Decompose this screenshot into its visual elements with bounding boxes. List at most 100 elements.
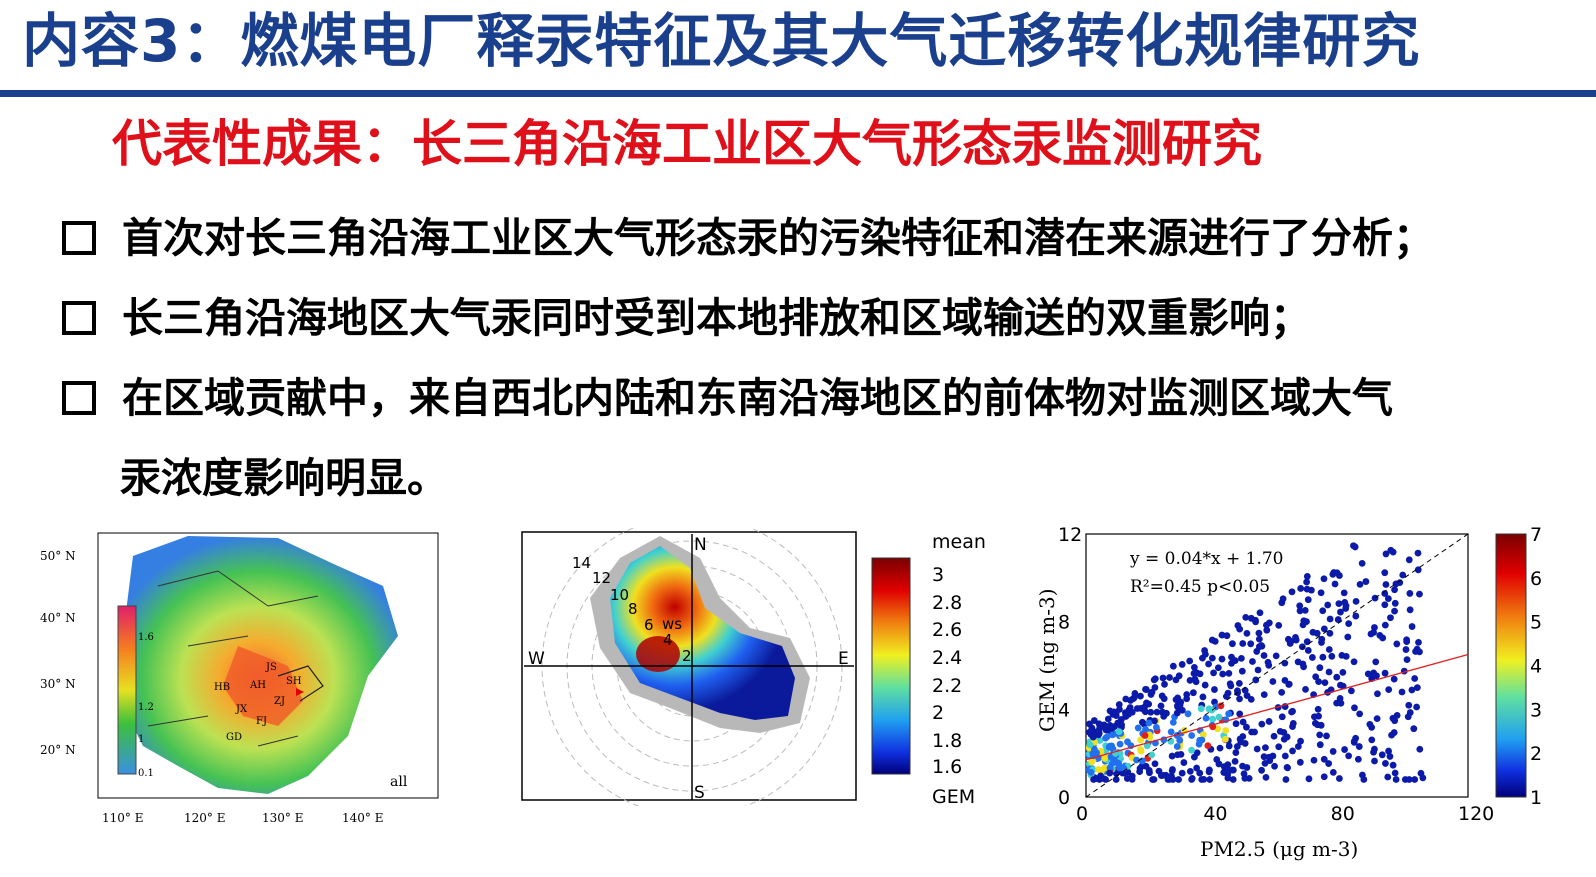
scatter-point [1256,609,1264,617]
scatter-point [1319,607,1327,615]
scatter-point [1116,740,1124,748]
ring-label: 2 [682,647,692,665]
map-region-labels: HB AH JS ZJ JX FJ GD SH [214,662,302,743]
scatter-point [1402,646,1410,653]
scatter-point [1150,676,1158,684]
region-label: HB [214,682,230,693]
y-tick-label: 8 [1058,612,1070,634]
scatter-point [1188,776,1196,783]
scatter-point [1263,621,1270,629]
scatter-point [1263,626,1271,634]
scatter-point [1280,729,1288,736]
scatter-point [1331,580,1339,588]
scatter-point [1178,661,1186,668]
scatter-point [1379,634,1387,642]
trajectory-map-figure: 50° N 40° N 30° N 20° N 110° E 120° E 13… [40,532,439,825]
scatter-point [1092,775,1100,783]
region-label: JS [265,662,277,673]
scatter-point [1320,755,1328,763]
scatter-point [1102,776,1110,783]
scatter-point [1333,673,1341,681]
scatter-point [1269,678,1277,685]
scatter-point [1288,588,1296,596]
compass-south: S [694,783,705,803]
scatter-point [1258,720,1266,728]
ring-label: 6 [644,616,654,634]
scatter-point [1351,704,1358,712]
scatter-point [1385,747,1392,755]
scatter-point [1358,559,1366,567]
scatter-point [1101,754,1109,762]
scatter-point [1414,549,1422,557]
scatter-point [1205,766,1213,774]
scatter-point [1288,708,1295,716]
scatter-point [1151,684,1159,691]
scatter-point [1254,666,1262,674]
scatter-points [1085,542,1427,783]
scatter-point [1193,669,1201,677]
scatter-point [1341,746,1348,753]
region-label: ZJ [274,696,285,707]
scatter-point [1137,692,1144,700]
scatter-point [1319,653,1327,661]
scatter-point [1371,624,1378,631]
map-colorbar-label: 0.1 [138,768,154,779]
colorbar-tick: 2.8 [932,592,962,614]
scatter-point [1350,738,1358,746]
scatter-point [1095,727,1103,735]
scatter-point [1088,726,1096,734]
colorbar-tick: 2.2 [932,675,962,697]
scatter-point [1199,654,1206,662]
region-label: SH [286,676,302,687]
scatter-point [1281,659,1289,667]
scatter-point [1265,661,1273,669]
scatter-point [1352,597,1360,605]
scatter-point [1356,580,1364,588]
scatter-point [1218,655,1226,663]
scatter-point [1168,767,1176,775]
colorbar-tick: 7 [1530,524,1542,546]
scatter-point [1403,656,1411,664]
scatter-point [1413,684,1421,692]
scatter-point [1373,715,1381,723]
scatter-point [1333,699,1341,707]
scatter-point [1086,741,1094,749]
hotspot [636,636,680,672]
scatter-point [1087,768,1095,776]
scatter-point [1371,594,1379,602]
compass-west: W [528,649,545,669]
scatter-point [1329,570,1337,578]
scatter-point [1238,667,1246,675]
colorbar-tick: 2.6 [932,619,962,641]
scatter-point [1356,710,1364,718]
scatter-point [1190,664,1198,671]
scatter-point [1339,668,1347,676]
scatter-point [1312,673,1320,681]
scatter-point [1178,706,1186,714]
scatter-point [1275,743,1283,751]
scatter-point [1243,692,1251,700]
scatter-point [1280,735,1288,743]
scatter-point [1183,695,1191,703]
map-latitude-labels: 50° N 40° N 30° N 20° N [40,549,76,757]
ring-label: 10 [610,586,629,604]
compass-north: N [694,535,707,555]
scatter-point [1368,723,1376,731]
scatter-point [1255,629,1263,637]
scatter-point [1231,758,1239,765]
scatter-point [1318,635,1326,643]
scatter-point [1116,764,1124,772]
scatter-point [1392,776,1400,783]
scatter-point [1313,629,1321,637]
scatter-point [1303,638,1311,646]
scatter-point [1260,753,1268,761]
scatter-point [1296,607,1304,615]
scatter-point [1137,736,1145,744]
scatter-point [1278,713,1286,721]
scatter-point [1324,601,1332,609]
scatter-point [1385,686,1393,693]
scatter-point [1261,760,1269,767]
scatter-point [1360,776,1368,783]
scatter-point [1251,728,1258,736]
colorbar-tick: 2 [1530,743,1542,765]
